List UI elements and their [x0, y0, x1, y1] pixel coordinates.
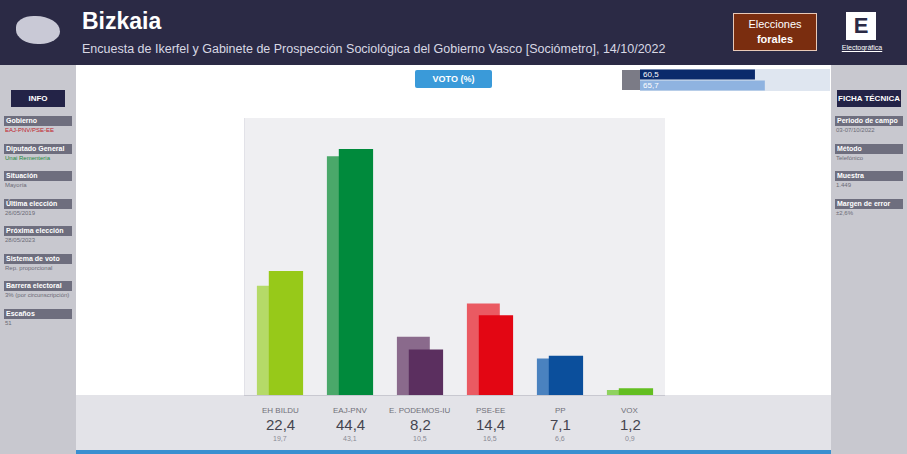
html-text:Elecciones: Elecciones — [748, 18, 802, 30]
html-text:Próxima elección: Próxima elección — [6, 227, 64, 234]
svg-text:7,1: 7,1 — [550, 416, 571, 433]
html-text:3% (por circunscripción): 3% (por circunscripción) — [5, 292, 70, 298]
svg-text:EAJ-PNV: EAJ-PNV — [333, 406, 367, 415]
html-text:Sistema de voto: Sistema de voto — [6, 254, 60, 262]
html-text:Muestra: Muestra — [837, 172, 864, 179]
svg-text:43,1: 43,1 — [343, 435, 357, 442]
html-text:Escaños: Escaños — [6, 309, 35, 317]
html-text:1.449: 1.449 — [836, 182, 851, 188]
svg-text:EH BILDU: EH BILDU — [262, 406, 299, 415]
svg-text:VOX: VOX — [621, 406, 639, 415]
html-text:Electográfica: Electográfica — [841, 44, 883, 51]
html-text:Método: Método — [837, 144, 862, 152]
svg-text:16,5: 16,5 — [483, 435, 497, 442]
html-text:Telefónico: Telefónico — [836, 154, 863, 161]
html-text:Margen de error: Margen de error — [837, 199, 891, 207]
html-text:Periodo de campo: Periodo de campo — [837, 117, 898, 124]
html-text:Situación: Situación — [6, 172, 38, 179]
svg-text:44,4: 44,4 — [336, 416, 365, 433]
svg-text:8,2: 8,2 — [410, 416, 431, 433]
svg-text:1,2: 1,2 — [620, 416, 641, 433]
svg-text:14,4: 14,4 — [476, 416, 505, 433]
html-text:03-07/10/2022: 03-07/10/2022 — [836, 127, 875, 133]
html-text:Barrera electoral: Barrera electoral — [6, 282, 62, 289]
svg-text:PP: PP — [555, 406, 566, 415]
html-text:Gobierno: Gobierno — [6, 117, 38, 124]
svg-text:E. PODEMOS-IU: E. PODEMOS-IU — [389, 406, 451, 415]
svg-text:65,7: 65,7 — [643, 81, 659, 90]
svg-text:19,7: 19,7 — [273, 435, 287, 442]
html-text:±2,6%: ±2,6% — [836, 209, 853, 216]
html-text:forales: forales — [757, 33, 793, 45]
html-text:Unai Rementeria: Unai Rementeria — [5, 154, 50, 161]
html-text:FICHA TÉCNICA: FICHA TÉCNICA — [838, 94, 900, 103]
svg-text:60,5: 60,5 — [643, 70, 659, 79]
svg-text:0,9: 0,9 — [625, 435, 635, 442]
html-text:51: 51 — [5, 319, 12, 326]
svg-text:10,5: 10,5 — [413, 435, 427, 442]
html-text:EAJ-PNV/PSE-EE: EAJ-PNV/PSE-EE — [5, 127, 54, 133]
html-text:Rep. proporcional: Rep. proporcional — [5, 264, 53, 271]
svg-text:PSE-EE: PSE-EE — [476, 406, 505, 415]
svg-text:6,6: 6,6 — [555, 435, 565, 442]
html-text:Diputado General: Diputado General — [6, 144, 65, 152]
svg-text:22,4: 22,4 — [266, 416, 295, 433]
html-text:E: E — [853, 13, 869, 38]
html-text:Bizkaia: Bizkaia — [82, 8, 162, 34]
html-text:28/05/2023: 28/05/2023 — [5, 237, 35, 243]
html-text:INFO: INFO — [28, 94, 48, 103]
html-text:Última elección: Última elección — [6, 199, 58, 207]
html-text:Mayoría: Mayoría — [5, 182, 27, 188]
html-text:26/05/2019: 26/05/2019 — [5, 209, 35, 216]
html-text:Encuesta de Ikerfel y Gabinete: Encuesta de Ikerfel y Gabinete de Prospe… — [82, 42, 666, 56]
html-text:VOTO (%): VOTO (%) — [432, 74, 475, 84]
